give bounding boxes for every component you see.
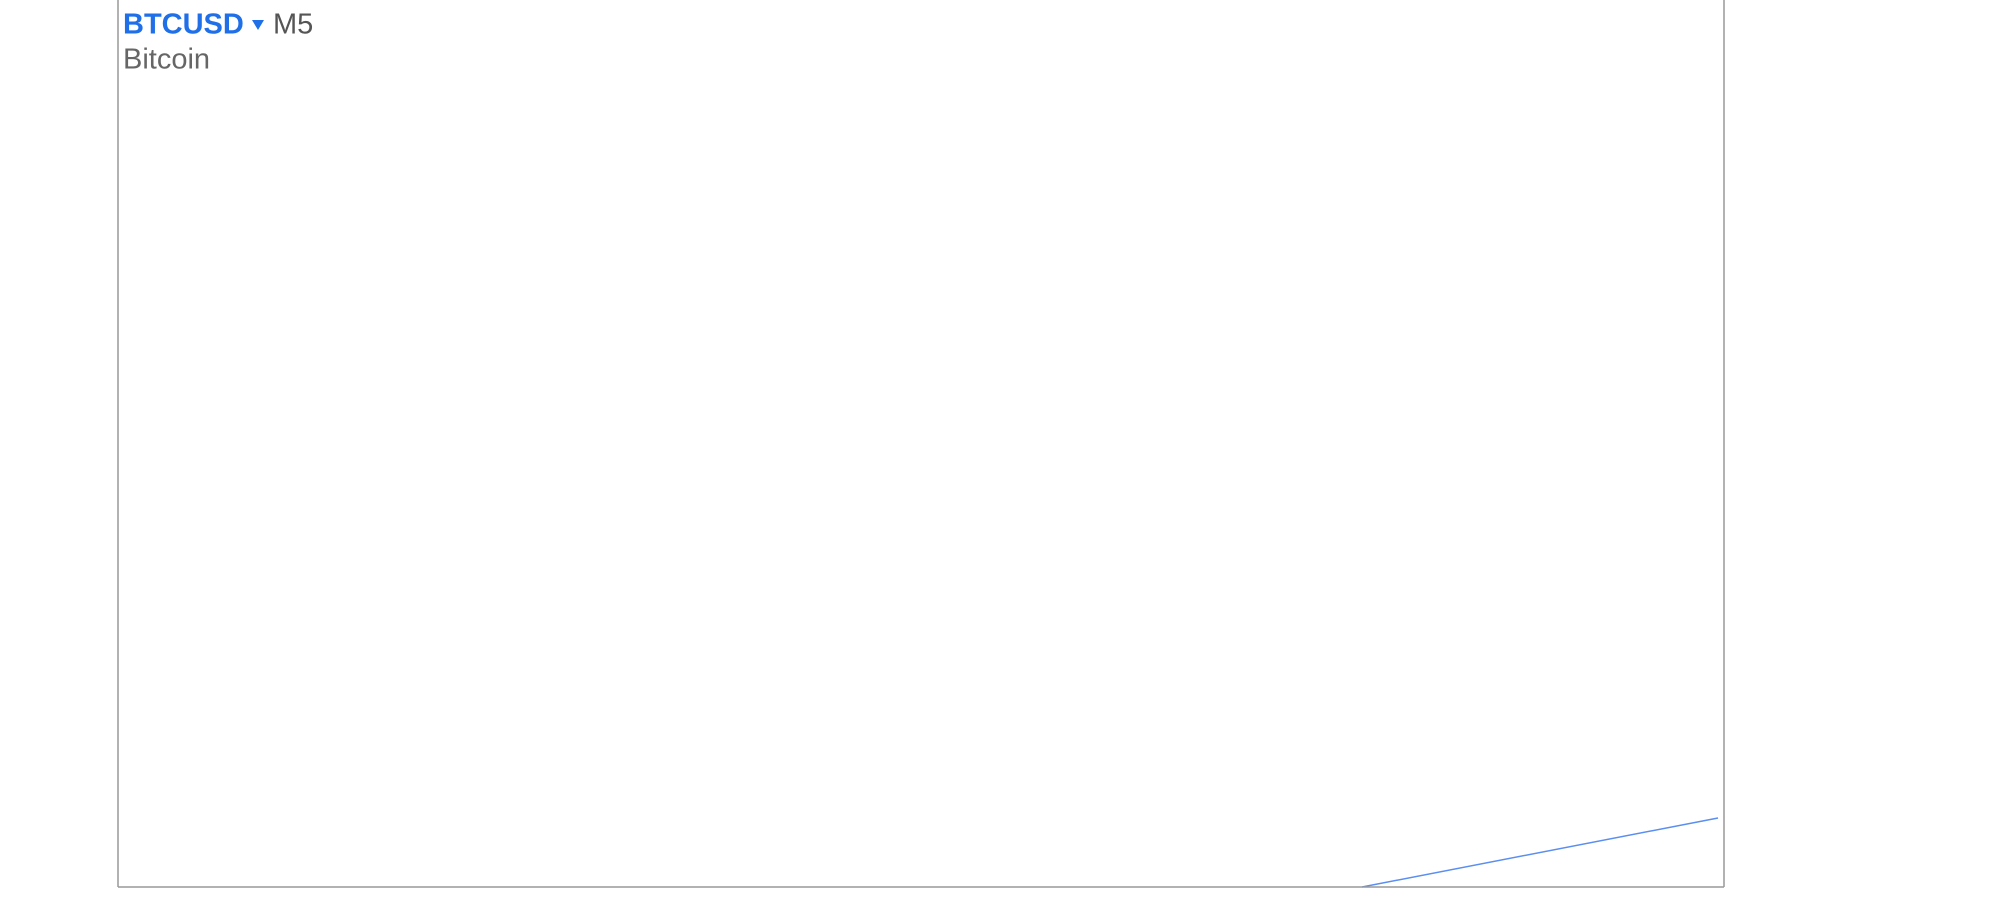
timeframe[interactable]: M5 [273,9,313,41]
description: Bitcoin [123,44,210,76]
dropdown-icon[interactable] [252,20,264,30]
symbol: BTCUSD [123,9,244,41]
trend-line [1361,817,1719,888]
